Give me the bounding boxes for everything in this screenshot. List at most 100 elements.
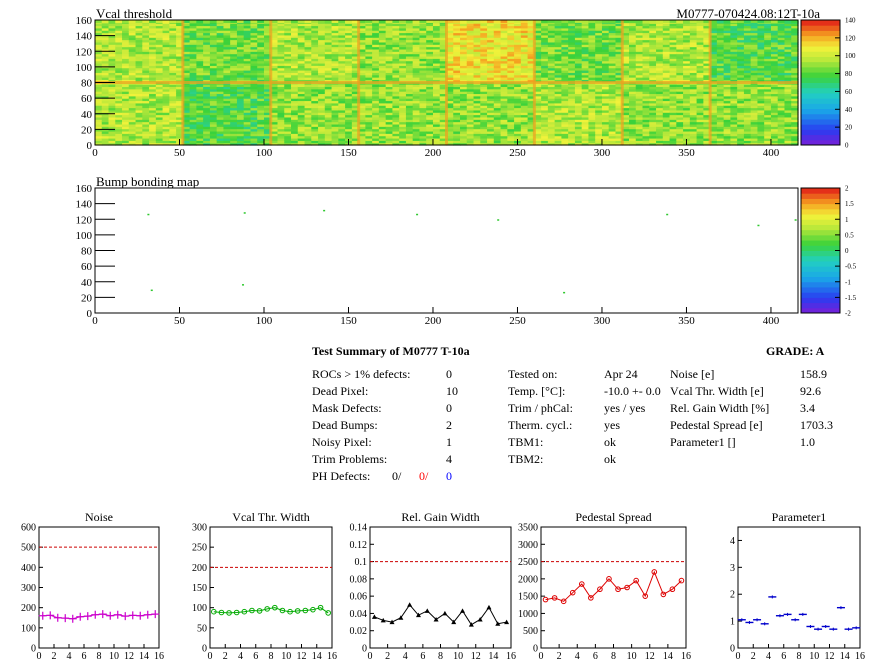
heatmap-cell [622,133,630,137]
heatmap-cell [345,51,353,55]
heatmap-cell [324,51,333,55]
heatmap-cell [162,72,170,76]
heatmap-cell [209,135,218,139]
heatmap-cell [676,51,684,55]
heatmap-cell [243,30,252,34]
heatmap-cell [480,32,488,36]
heatmap-cell [615,62,623,66]
heatmap-cell [547,88,556,92]
heatmap-cell [507,109,515,113]
heatmap-cell [223,44,231,48]
heatmap-cell [176,65,184,69]
heatmap-cell [453,119,461,123]
heatmap-cell [182,32,191,36]
heatmap-cell [250,79,258,83]
heatmap-cell [230,67,238,71]
heatmap-cell [696,140,704,144]
heatmap-cell [568,142,576,146]
heatmap-cell [534,53,542,57]
heatmap-cell [155,107,164,111]
heatmap-cell [716,86,725,90]
heatmap-cell [432,109,441,113]
heatmap-cell [284,91,292,95]
heatmap-cell [203,137,211,141]
heatmap-cell [683,102,691,106]
heatmap-cell [257,114,265,118]
heatmap-cell [432,46,441,50]
heatmap-cell [439,116,448,120]
heatmap-cell [601,60,610,64]
heatmap-cell [291,46,299,50]
heatmap-cell [554,123,563,127]
heatmap-cell [284,65,292,69]
heatmap-cell [392,34,400,38]
heatmap-cell [676,84,684,88]
heatmap-cell [230,95,238,99]
heatmap-cell [351,100,360,104]
heatmap-cell [541,46,549,50]
heatmap-cell [426,88,434,92]
heatmap-cell [149,142,157,146]
heatmap-cell [520,130,529,134]
heatmap-cell [176,51,184,55]
heatmap-cell [338,44,346,48]
heatmap-cell [95,95,103,99]
heatmap-cell [696,30,704,34]
heatmap-cell [270,48,279,52]
heatmap-cell [385,105,394,109]
heatmap-cell [541,135,549,139]
heatmap-cell [169,128,177,132]
heatmap-cell [162,112,170,116]
heatmap-cell [473,44,481,48]
heatmap-cell [223,121,231,125]
heatmap-cell [635,137,644,141]
heatmap-cell [270,98,279,102]
heatmap-cell [216,55,225,59]
heatmap-cell [676,102,684,106]
heatmap-cell [169,95,177,99]
heatmap-cell [365,60,373,64]
heatmap-cell [622,46,630,50]
heatmap-cell [588,58,596,62]
heatmap-cell [432,55,441,59]
heatmap-cell [689,121,698,125]
heatmap-cell [520,62,529,66]
heatmap-cell [541,67,549,71]
heatmap-cell [426,48,434,52]
heatmap-cell [446,114,454,118]
heatmap-cell [338,32,346,36]
heatmap-cell [460,95,468,99]
heatmap-cell [135,116,143,120]
heatmap-cell [453,133,461,137]
heatmap-cell [683,105,691,109]
heatmap-cell [216,48,225,52]
heatmap-cell [561,91,569,95]
heatmap-cell [372,23,380,27]
heatmap-cell [622,53,630,57]
heatmap-cell [507,137,515,141]
heatmap-cell [270,91,279,95]
heatmap-cell [669,58,677,62]
heatmap-cell [297,133,306,137]
heatmap-cell [581,142,590,146]
heatmap-cell [656,137,664,141]
heatmap-cell [554,72,563,76]
heatmap-cell [365,51,373,55]
heatmap-cell [689,34,698,38]
heatmap-cell [128,23,137,27]
heatmap-cell [155,77,164,80]
heatmap-cell [378,30,387,34]
heatmap-cell [534,93,542,97]
heatmap-cell [622,67,630,71]
heatmap-cell [493,37,502,41]
heatmap-cell [534,30,542,34]
heatmap-cell [696,105,704,109]
heatmap-cell [601,140,610,144]
heatmap-cell [405,100,414,104]
heatmap-cell [101,70,110,73]
heatmap-cell [541,23,549,27]
heatmap-cell [500,140,508,144]
heatmap-cell [642,86,650,90]
heatmap-cell [122,34,130,38]
heatmap-cell [527,44,535,48]
